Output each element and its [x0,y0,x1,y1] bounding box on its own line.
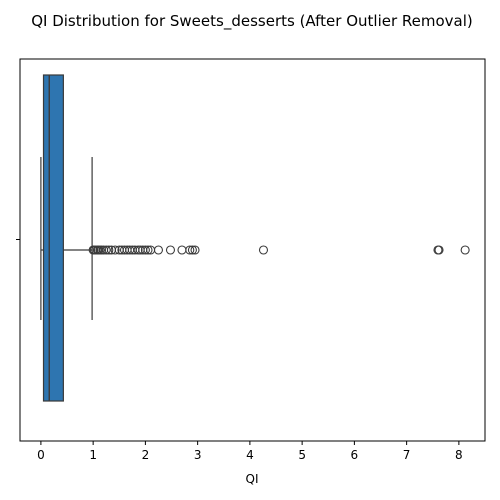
outlier-point [460,245,470,255]
outlier-point [187,245,197,255]
box-group [40,74,93,402]
outlier-point [153,245,164,255]
outlier-point [177,245,187,255]
x-axis-label: QI [246,472,259,486]
x-tick-label: 0 [37,448,45,462]
outlier-point [185,245,195,255]
x-tick-label: 6 [351,448,359,462]
x-tick-label: 8 [455,448,463,462]
x-tick-label: 1 [89,448,97,462]
x-tick-label: 7 [403,448,411,462]
x-tick-label: 5 [298,448,306,462]
x-tick-label: 2 [142,448,150,462]
outlier-point [258,245,269,255]
x-tick-label: 3 [194,448,202,462]
outlier-point [190,245,200,255]
outlier-point [434,245,444,255]
chart-title: QI Distribution for Sweets_desserts (Aft… [31,12,473,31]
outlier-point [165,245,176,255]
iqr-box [42,74,64,402]
outlier-group [88,245,470,255]
outlier-point [101,245,111,255]
x-axis: 0 1 2 3 4 5 6 7 8 [37,441,463,462]
outlier-point [143,245,153,255]
outlier-point [110,245,120,255]
outlier-point [140,245,150,255]
outlier-point [104,245,114,255]
x-tick-label: 4 [246,448,254,462]
plot-area-frame [19,58,486,442]
